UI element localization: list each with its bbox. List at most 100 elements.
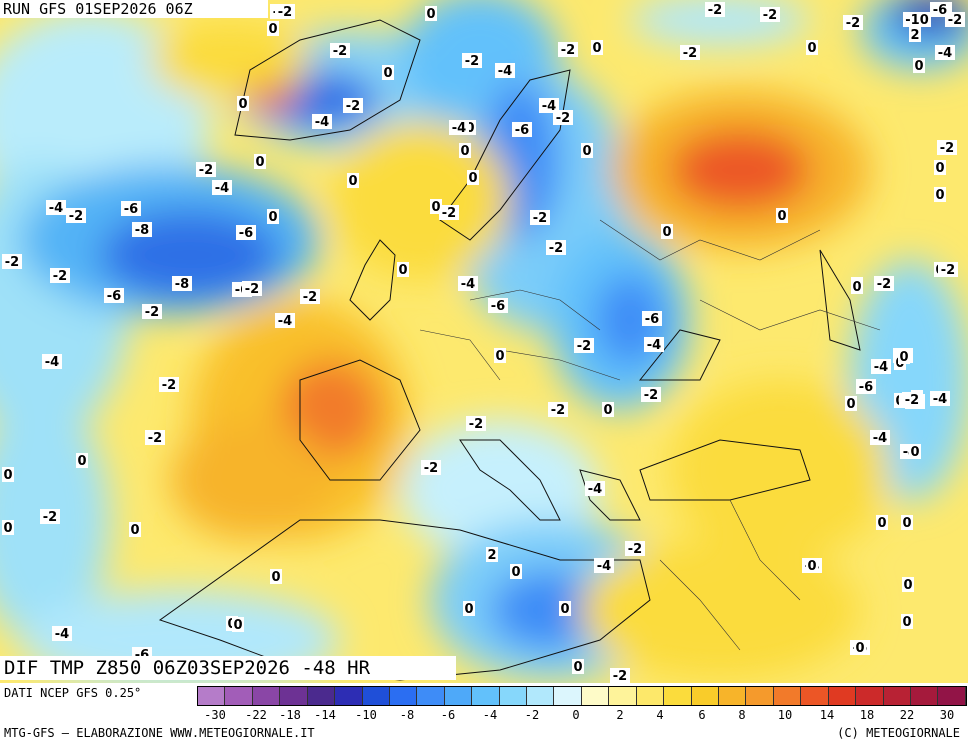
color-swatch	[362, 687, 390, 705]
value-label-bg	[129, 522, 141, 537]
anomaly-value-label: -6	[107, 289, 121, 304]
anomaly-value-label: -2	[199, 163, 213, 178]
value-label-bg	[494, 348, 506, 363]
value-label-bg	[397, 262, 409, 277]
color-scale-ticks: -30 -22 -18 -14 -10 -8 -6 -4 -2 0 2 4 6 8 10 14 18 22 30	[197, 708, 967, 722]
value-label-bg	[898, 349, 910, 364]
value-label-bg	[121, 201, 141, 216]
value-label-bg	[876, 515, 888, 530]
color-swatch	[389, 687, 418, 705]
scale-tick-label: 4	[656, 708, 664, 722]
anomaly-value-label: 0	[899, 350, 908, 365]
value-label-bg	[458, 276, 478, 291]
anomaly-value-label: -8	[135, 223, 149, 238]
anomaly-value-label: 0	[807, 559, 816, 574]
scale-tick-label: 18	[859, 708, 875, 722]
value-label-bg	[902, 577, 914, 592]
color-swatch	[719, 687, 747, 705]
value-label-bg	[270, 569, 282, 584]
anomaly-value-label: -2	[763, 8, 777, 23]
anomaly-value-label: 0	[431, 200, 440, 215]
anomaly-value-label: 0	[398, 263, 407, 278]
anomaly-value-label: -2	[940, 141, 954, 156]
anomaly-value-label: -4	[498, 64, 512, 79]
anomaly-value-label: -4	[45, 355, 59, 370]
color-swatch	[417, 687, 445, 705]
value-label-bg	[930, 391, 950, 406]
value-label-bg	[874, 276, 894, 291]
value-label-bg	[145, 430, 165, 445]
value-label-bg	[760, 7, 780, 22]
value-label-bg	[439, 205, 459, 220]
value-label-bg	[512, 122, 532, 137]
color-swatch	[746, 687, 774, 705]
value-label-bg	[2, 467, 14, 482]
color-swatch	[691, 687, 720, 705]
anomaly-value-label: 0	[268, 210, 277, 225]
value-label-bg	[267, 21, 279, 36]
color-swatch	[499, 687, 528, 705]
anomaly-value-label: -4	[215, 181, 229, 196]
anomaly-value-label: -6	[859, 380, 873, 395]
value-label-bg	[625, 541, 645, 556]
anomaly-value-label: 0	[560, 602, 569, 617]
value-label-bg	[42, 354, 62, 369]
anomaly-value-label: -2	[556, 111, 570, 126]
anomaly-value-label: -2	[948, 13, 962, 28]
scale-tick-label: 8	[738, 708, 746, 722]
anomaly-value-label: -2	[333, 44, 347, 59]
value-label-bg	[462, 53, 482, 68]
value-label-bg	[913, 58, 925, 73]
color-swatch	[856, 687, 884, 705]
value-label-bg	[275, 313, 295, 328]
value-label-bg	[50, 268, 70, 283]
color-swatch	[280, 687, 308, 705]
value-label-bg	[40, 509, 60, 524]
anomaly-value-label: -2	[245, 282, 259, 297]
value-label-bg	[938, 262, 958, 277]
scale-tick-label: -10	[355, 708, 377, 722]
anomaly-value-label: -2	[303, 290, 317, 305]
anomaly-value-label: 0	[603, 403, 612, 418]
anomaly-value-label: 0	[3, 521, 12, 536]
value-label-bg	[851, 279, 863, 294]
value-label-bg	[546, 240, 566, 255]
anomaly-value-label: 0	[468, 171, 477, 186]
coastlines	[158, 19, 861, 681]
anomaly-value-label: -2	[442, 206, 456, 221]
anomaly-value-label: -4	[588, 482, 602, 497]
value-label-bg	[232, 617, 244, 632]
anomaly-value-label: 0	[846, 397, 855, 412]
scale-tick-label: -18	[279, 708, 301, 722]
anomaly-value-label: -6	[645, 312, 659, 327]
value-label-bg	[495, 63, 515, 78]
data-source-label: DATI NCEP GFS 0.25°	[4, 686, 142, 700]
value-label-bg	[806, 40, 818, 55]
anomaly-value-label: -6	[933, 3, 947, 18]
borders	[419, 219, 881, 651]
anomaly-value-label: 2	[910, 28, 919, 43]
value-label-bg	[937, 140, 957, 155]
anomaly-value-label: 0	[573, 660, 582, 675]
anomaly-value-label: 0	[426, 7, 435, 22]
anomaly-value-label: -2	[561, 43, 575, 58]
anomaly-value-label: -2	[905, 393, 919, 408]
value-label-bg	[585, 481, 605, 496]
value-label-bg	[66, 208, 86, 223]
anomaly-value-label: -2	[549, 241, 563, 256]
anomaly-value-label: 0	[348, 174, 357, 189]
value-label-bg	[488, 298, 508, 313]
color-swatch	[910, 687, 939, 705]
value-label-bg	[901, 515, 913, 530]
anomaly-value-label: -2	[53, 269, 67, 284]
anomaly-value-label: -2	[683, 46, 697, 61]
anomaly-value-label: -2	[145, 305, 159, 320]
value-label-bg	[52, 626, 72, 641]
value-label-bg	[935, 45, 955, 60]
value-label-bg	[463, 601, 475, 616]
anomaly-value-label: -2	[846, 16, 860, 31]
color-swatch	[581, 687, 610, 705]
value-label-bg	[459, 143, 471, 158]
value-label-bg	[142, 304, 162, 319]
